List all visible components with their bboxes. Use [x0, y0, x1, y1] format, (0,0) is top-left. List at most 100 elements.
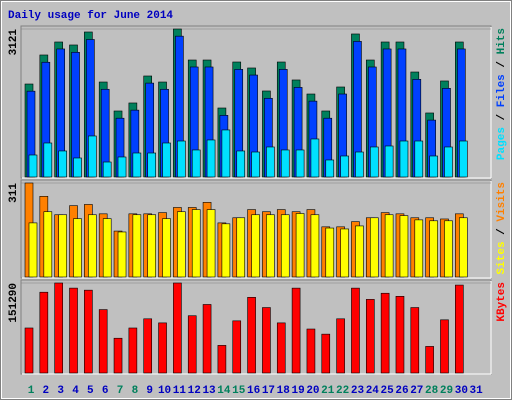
bar: [206, 139, 216, 178]
bar: [414, 219, 424, 278]
bar: [369, 146, 379, 178]
x-tick-label: 22: [336, 385, 349, 397]
bar: [102, 218, 112, 278]
x-tick-label: 5: [87, 385, 94, 397]
bar: [399, 215, 409, 278]
bar: [43, 211, 53, 278]
y-tick-label: 151290: [8, 283, 20, 323]
bar: [351, 287, 360, 374]
bar: [147, 152, 157, 178]
bar: [206, 209, 216, 278]
x-tick-label: 29: [440, 385, 453, 397]
bar: [455, 284, 464, 374]
bar: [147, 214, 157, 278]
bar: [88, 135, 97, 178]
bar: [113, 337, 123, 374]
bar: [399, 140, 409, 178]
bar: [380, 292, 390, 374]
bar: [39, 291, 49, 374]
legend: KBytes: [496, 282, 508, 322]
bar: [191, 149, 201, 178]
bar: [414, 140, 424, 178]
bar: [276, 322, 286, 374]
legend-entry: Pages: [496, 127, 508, 160]
x-tick-label: 16: [247, 385, 260, 397]
bar: [202, 304, 212, 374]
bar: [295, 149, 305, 178]
bar: [444, 146, 453, 178]
bar: [117, 231, 127, 278]
x-tick-label: 11: [173, 385, 187, 397]
bar: [384, 145, 394, 178]
bar: [247, 297, 256, 374]
x-tick-label: 2: [43, 385, 50, 397]
bar: [295, 213, 305, 278]
legend-entry: Visits: [496, 182, 508, 222]
bar: [459, 217, 468, 278]
x-tick-label: 30: [455, 385, 468, 397]
bar: [410, 307, 420, 374]
x-tick-label: 31: [470, 385, 484, 397]
bar: [73, 218, 82, 278]
bar: [69, 287, 78, 374]
bar: [384, 214, 394, 278]
bar: [84, 289, 93, 374]
bar: [73, 157, 82, 178]
bar: [191, 209, 201, 278]
x-tick-label: 7: [117, 385, 124, 397]
x-tick-label: 1: [28, 385, 35, 397]
legend-separator: /: [496, 54, 508, 74]
bar: [325, 227, 335, 278]
bar: [310, 214, 320, 278]
bar: [325, 159, 335, 178]
x-tick-label: 9: [146, 385, 153, 397]
legend-entry: KBytes: [496, 282, 508, 322]
x-tick-label: 4: [72, 385, 79, 397]
x-tick-label: 12: [188, 385, 201, 397]
legend-entry: Files: [496, 74, 508, 107]
bar: [173, 282, 182, 374]
bar: [425, 346, 434, 374]
bar: [117, 156, 127, 178]
bar: [236, 217, 246, 278]
legend-separator: /: [496, 222, 508, 242]
bar: [321, 333, 331, 374]
bar: [459, 140, 468, 178]
bar: [306, 328, 316, 374]
x-tick-label: 14: [217, 385, 231, 397]
bar: [28, 154, 38, 178]
bar: [291, 287, 301, 374]
chart-title: Daily usage for June 2014: [8, 10, 173, 22]
bar: [132, 152, 142, 178]
x-tick-label: 19: [291, 385, 304, 397]
bar: [43, 142, 53, 178]
bar: [132, 214, 142, 278]
legend: Pages / Files / Hits: [496, 28, 508, 160]
bar: [143, 318, 153, 374]
bar: [251, 214, 260, 278]
x-tick-label: 20: [306, 385, 319, 397]
bar: [440, 319, 449, 374]
x-tick-label: 17: [262, 385, 275, 397]
x-tick-label: 13: [202, 385, 216, 397]
bar: [162, 218, 171, 278]
x-tick-label: 27: [410, 385, 423, 397]
bar: [58, 214, 67, 278]
bar: [262, 307, 271, 374]
legend: Sites / Visits: [496, 182, 508, 274]
bar: [280, 149, 290, 178]
bar: [429, 155, 438, 178]
bar: [310, 138, 320, 178]
bar: [221, 223, 231, 278]
bar: [266, 146, 275, 178]
legend-entry: Sites: [496, 241, 508, 274]
bar: [395, 296, 405, 374]
x-tick-label: 10: [158, 385, 171, 397]
bar: [177, 211, 186, 278]
y-tick-label: 3121: [8, 29, 20, 56]
bar: [369, 217, 379, 278]
bar: [429, 220, 438, 278]
x-tick-label: 25: [381, 385, 395, 397]
bar: [236, 150, 246, 178]
